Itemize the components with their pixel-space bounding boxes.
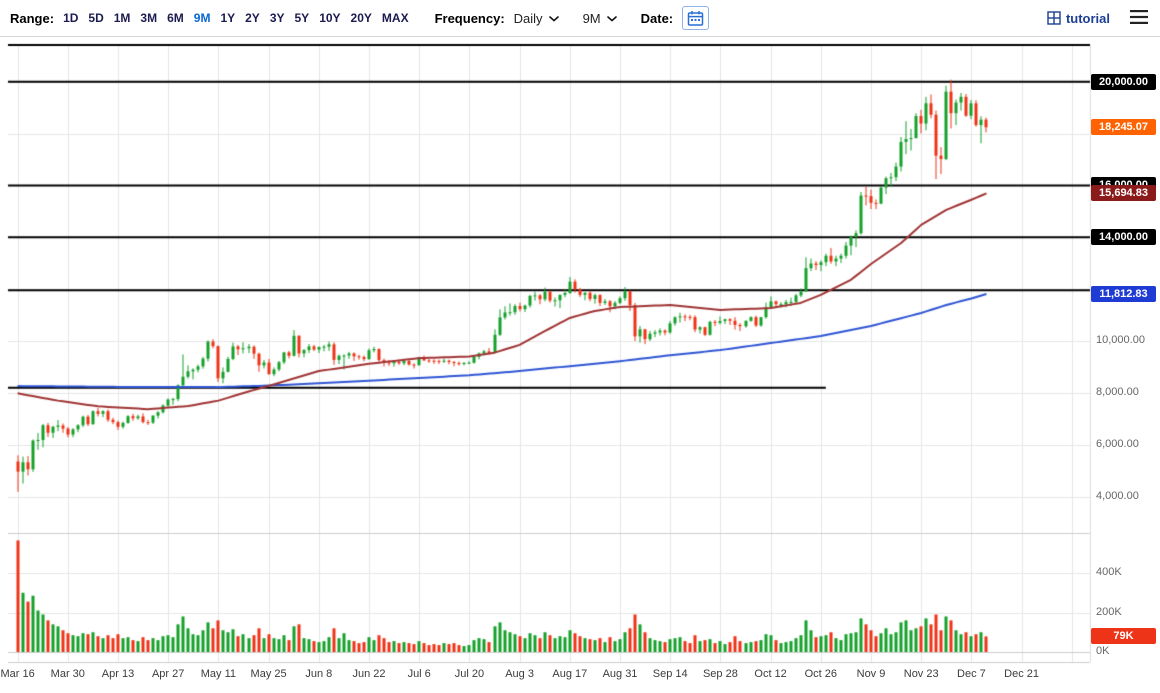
- price-volume-chart[interactable]: [0, 37, 1160, 693]
- range-option-6m[interactable]: 6M: [167, 11, 184, 25]
- price-axis: 10,000.00 8,000.00 6,000.00 4,000.00 400K 200…: [1091, 37, 1160, 693]
- chevron-down-icon: [606, 16, 617, 22]
- range-option-1y[interactable]: 1Y: [220, 11, 236, 25]
- range-option-max[interactable]: MAX: [381, 11, 409, 25]
- time-axis-label: Aug 31: [602, 668, 638, 680]
- time-axis-label: May 11: [200, 668, 237, 680]
- frequency-value: Daily: [513, 10, 543, 26]
- volume-axis-label: 200K: [1096, 605, 1122, 618]
- hamburger-menu-icon: [1130, 9, 1148, 24]
- time-axis-label: Oct 26: [804, 668, 837, 680]
- range-option-3y[interactable]: 3Y: [269, 11, 285, 25]
- range-option-2y[interactable]: 2Y: [245, 11, 260, 25]
- frequency-dropdown[interactable]: Daily: [514, 11, 559, 26]
- time-axis-label: Aug 17: [552, 668, 588, 680]
- time-axis-label: Jun 8: [305, 668, 333, 680]
- price-axis-label: 6,000.00: [1096, 437, 1139, 450]
- range-option-1d[interactable]: 1D: [63, 11, 79, 25]
- range-option-5y[interactable]: 5Y: [294, 11, 310, 25]
- time-axis-label: Nov 23: [903, 668, 939, 680]
- volume-badge: 79K: [1091, 628, 1156, 645]
- chevron-down-icon: [548, 16, 559, 22]
- hline-price-badge: 14,000.00: [1091, 229, 1156, 246]
- time-axis-label: Jul 20: [454, 668, 485, 680]
- hamburger-menu-button[interactable]: [1128, 8, 1150, 29]
- time-axis-label: Jul 6: [407, 668, 431, 680]
- hline-price-badge: 20,000.00: [1091, 73, 1156, 90]
- toolbar: Range: 1D 5D 1M 3M 6M 9M 1Y 2Y 3Y 5Y 10Y 20Y MAX Fre…: [0, 0, 1160, 37]
- time-axis-label: Aug 3: [505, 668, 534, 680]
- date-label: Date:: [640, 10, 674, 26]
- range-options: 1D 5D 1M 3M 6M 9M 1Y 2Y 3Y 5Y 10Y 20Y MAX: [63, 11, 419, 25]
- time-axis-label: Mar 30: [50, 668, 85, 680]
- period-dropdown[interactable]: 9M: [583, 11, 617, 26]
- tutorial-link[interactable]: tutorial: [1047, 11, 1110, 26]
- volume-axis-label: 400K: [1096, 566, 1122, 578]
- time-axis-label: Oct 12: [754, 668, 787, 680]
- calendar-icon: [687, 10, 704, 26]
- ma-fast-badge: 15,694.83: [1091, 185, 1156, 202]
- range-option-3m[interactable]: 3M: [140, 11, 158, 25]
- ma-slow-badge: 11,812.83: [1091, 286, 1156, 302]
- range-option-10y[interactable]: 10Y: [319, 11, 341, 25]
- last-price-badge: 18,245.07: [1091, 119, 1156, 136]
- time-axis-label: Apr 27: [151, 668, 185, 680]
- tutorial-label: tutorial: [1065, 10, 1110, 26]
- tutorial-icon: [1047, 11, 1061, 25]
- volume-axis-label: 0K: [1096, 645, 1110, 657]
- date-picker-button[interactable]: [682, 6, 710, 30]
- time-axis-label: May 25: [250, 668, 287, 680]
- time-axis-label: Dec 7: [957, 668, 986, 680]
- time-axis-label: Apr 13: [101, 668, 135, 680]
- frequency-label: Frequency:: [434, 10, 505, 26]
- range-option-20y[interactable]: 20Y: [350, 11, 372, 25]
- period-value: 9M: [582, 10, 601, 26]
- price-axis-label: 4,000.00: [1096, 489, 1139, 502]
- range-option-1m[interactable]: 1M: [113, 11, 131, 25]
- price-axis-label: 10,000.00: [1096, 334, 1145, 346]
- time-axis-label: Mar 16: [0, 668, 35, 680]
- time-axis-label: Sep 28: [702, 668, 738, 680]
- time-axis: Mar 16 Mar 30 Apr 13 Apr 27 May 11 May 25 Jun …: [0, 668, 1160, 684]
- time-axis-label: Dec 21: [1004, 668, 1040, 680]
- range-option-9m[interactable]: 9M: [193, 11, 211, 25]
- price-axis-label: 8,000.00: [1096, 385, 1139, 398]
- range-label: Range:: [10, 10, 55, 26]
- time-axis-label: Sep 14: [652, 668, 688, 680]
- chart-area: 10,000.00 8,000.00 6,000.00 4,000.00 400K 200…: [0, 37, 1160, 693]
- time-axis-label: Jun 22: [352, 668, 386, 680]
- time-axis-label: Nov 9: [856, 668, 886, 680]
- range-option-5d[interactable]: 5D: [88, 11, 104, 25]
